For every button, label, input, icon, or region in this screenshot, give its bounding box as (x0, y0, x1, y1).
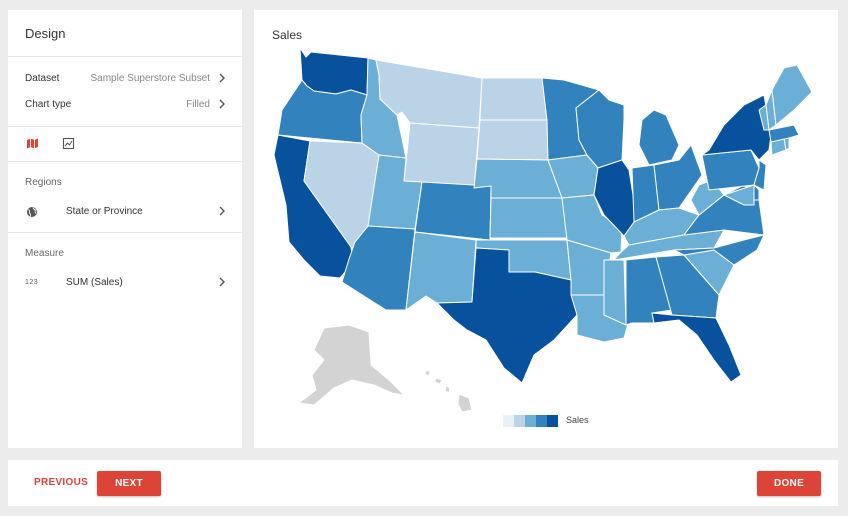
chevron-right-icon (219, 277, 225, 287)
divider (8, 56, 242, 57)
state-tx[interactable] (436, 247, 578, 384)
state-ny[interactable] (701, 94, 772, 161)
state-mi[interactable] (638, 109, 680, 166)
previous-button[interactable]: PREVIOUS (34, 477, 89, 488)
divider (8, 232, 242, 233)
state-nc[interactable] (673, 234, 765, 266)
measure-value: SUM (Sales) (66, 277, 123, 288)
chart-type-value: Filled (186, 99, 210, 110)
regions-value: State or Province (66, 206, 143, 217)
measure-row[interactable]: 123 SUM (Sales) (8, 271, 242, 297)
measure-section-label: Measure (25, 248, 64, 259)
divider (8, 126, 242, 127)
state-sd[interactable] (476, 119, 549, 161)
legend-swatch (503, 415, 514, 427)
panel-title: Design (25, 26, 66, 41)
state-ak[interactable] (298, 324, 405, 406)
done-button[interactable]: DONE (757, 471, 821, 496)
state-pa[interactable] (701, 149, 760, 191)
state-nd[interactable] (479, 77, 548, 121)
chevron-right-icon (219, 73, 225, 83)
state-ma[interactable] (768, 124, 800, 143)
state-nm[interactable] (405, 231, 477, 311)
regions-section-label: Regions (25, 177, 62, 188)
state-wi[interactable] (575, 89, 625, 169)
dataset-row[interactable]: Dataset Sample Superstore Subset (8, 67, 242, 93)
state-ms[interactable] (603, 259, 627, 326)
state-hi[interactable] (424, 369, 473, 413)
state-fl[interactable] (651, 312, 742, 383)
state-wy[interactable] (403, 122, 480, 189)
dataset-label: Dataset (25, 73, 60, 84)
chevron-right-icon (219, 206, 225, 216)
design-panel: Design Dataset Sample Superstore Subset … (8, 10, 242, 448)
legend-label: Sales (566, 415, 589, 425)
divider (8, 161, 242, 162)
chart-type-label: Chart type (25, 99, 72, 110)
chart-type-row[interactable]: Chart type Filled (8, 93, 242, 119)
state-ks[interactable] (489, 197, 568, 239)
dataset-value: Sample Superstore Subset (90, 73, 210, 84)
regions-row[interactable]: State or Province (8, 200, 242, 226)
legend-swatch (547, 415, 558, 427)
state-me[interactable] (771, 64, 813, 126)
footer-bar: PREVIOUS NEXT DONE (8, 460, 838, 506)
legend-swatch (536, 415, 547, 427)
state-tn[interactable] (613, 229, 725, 261)
globe-icon (27, 207, 37, 217)
legend-swatch (514, 415, 525, 427)
us-map (273, 47, 813, 427)
state-co[interactable] (414, 181, 492, 241)
chevron-right-icon (219, 99, 225, 109)
state-nj[interactable] (753, 159, 767, 191)
chart-title: Sales (272, 28, 303, 42)
image-chart-icon[interactable] (62, 137, 75, 150)
next-button[interactable]: NEXT (97, 471, 161, 496)
legend-swatch (525, 415, 536, 427)
state-ga[interactable] (655, 254, 720, 319)
state-md[interactable] (723, 184, 755, 206)
number-icon: 123 (25, 279, 39, 286)
chart-panel: Sales Sales (254, 10, 838, 448)
map-icon[interactable] (26, 137, 39, 150)
